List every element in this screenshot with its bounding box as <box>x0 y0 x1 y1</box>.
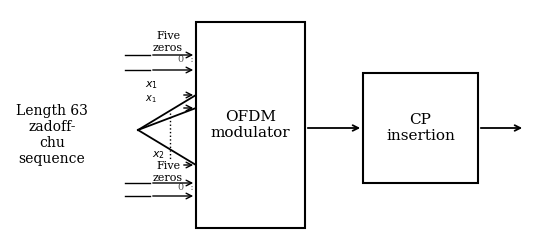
Text: Five
zeros: Five zeros <box>153 31 183 53</box>
Text: CP
insertion: CP insertion <box>386 113 455 143</box>
Text: $x_1$: $x_1$ <box>145 79 158 91</box>
Text: 0  :: 0 : <box>178 55 194 65</box>
Text: $x_1$: $x_1$ <box>145 93 157 105</box>
Text: $x_2$: $x_2$ <box>152 149 165 161</box>
Text: Length 63
zadoff-
chu
sequence: Length 63 zadoff- chu sequence <box>16 104 88 166</box>
Text: 0  :: 0 : <box>178 183 194 193</box>
Text: Five
zeros: Five zeros <box>153 161 183 183</box>
Polygon shape <box>196 22 305 228</box>
Text: OFDM
modulator: OFDM modulator <box>210 110 291 140</box>
Polygon shape <box>363 73 478 183</box>
